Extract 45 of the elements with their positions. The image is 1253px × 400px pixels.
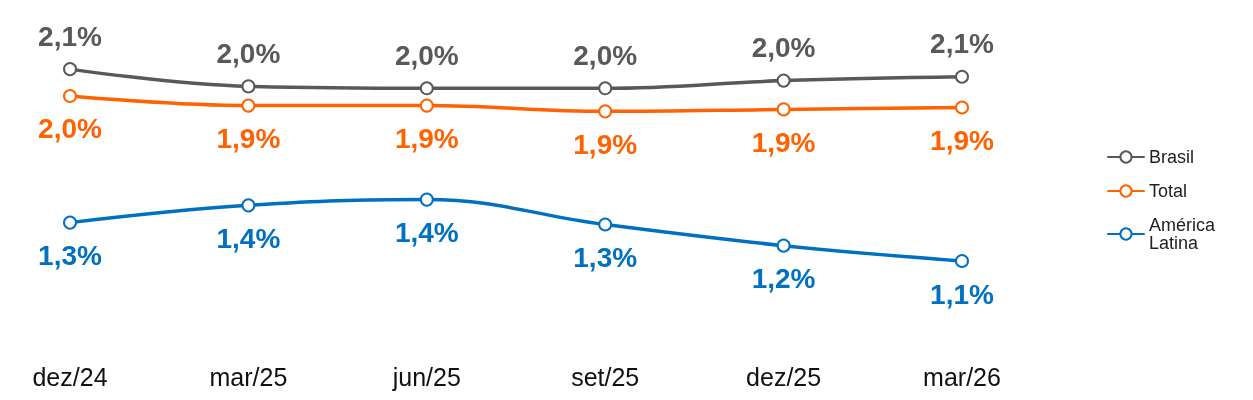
- x-tick-label: jun/25: [391, 362, 461, 391]
- x-tick-label: dez/25: [746, 362, 822, 391]
- legend-label: América Latina: [1148, 215, 1220, 253]
- point: [419, 81, 434, 96]
- point: [419, 98, 434, 113]
- point: [241, 98, 256, 113]
- data-label: 1,4%: [394, 217, 459, 249]
- point: [955, 100, 969, 115]
- point: [598, 217, 613, 232]
- x-tick-label: set/25: [571, 362, 640, 391]
- data-label: 2,0%: [38, 113, 103, 145]
- data-label: 1,9%: [930, 124, 995, 156]
- data-label: 2,0%: [573, 39, 638, 71]
- data-label: 1,3%: [38, 240, 103, 272]
- legend-label: Brasil: [1148, 147, 1194, 167]
- data-label: 2,0%: [751, 32, 816, 64]
- point: [776, 73, 791, 88]
- data-label: 1,9%: [751, 126, 816, 158]
- point: [598, 104, 613, 119]
- data-label: 1,2%: [751, 263, 816, 295]
- data-label: 1,1%: [930, 278, 995, 310]
- point: [241, 79, 256, 94]
- point: [955, 69, 969, 84]
- x-tick-label: mar/26: [923, 362, 1001, 391]
- x-tick-label: dez/24: [32, 362, 108, 391]
- data-label: 2,0%: [394, 39, 459, 71]
- point: [63, 62, 77, 77]
- x-tick-label: mar/25: [209, 362, 288, 391]
- point: [955, 254, 969, 268]
- data-label: 1,9%: [394, 123, 459, 155]
- data-label: 1,9%: [216, 123, 281, 155]
- point: [63, 88, 77, 103]
- data-label: 2,1%: [38, 20, 103, 52]
- data-label: 1,3%: [573, 242, 638, 274]
- data-label: 2,1%: [930, 28, 995, 60]
- point: [241, 198, 256, 213]
- data-label: 2,0%: [216, 37, 281, 69]
- data-label: 1,4%: [216, 222, 281, 254]
- legend-label: Total: [1148, 181, 1188, 201]
- point: [776, 238, 791, 253]
- point: [419, 192, 434, 207]
- point: [598, 81, 613, 96]
- point: [776, 102, 791, 117]
- data-label: 1,9%: [573, 128, 638, 160]
- point: [63, 215, 77, 230]
